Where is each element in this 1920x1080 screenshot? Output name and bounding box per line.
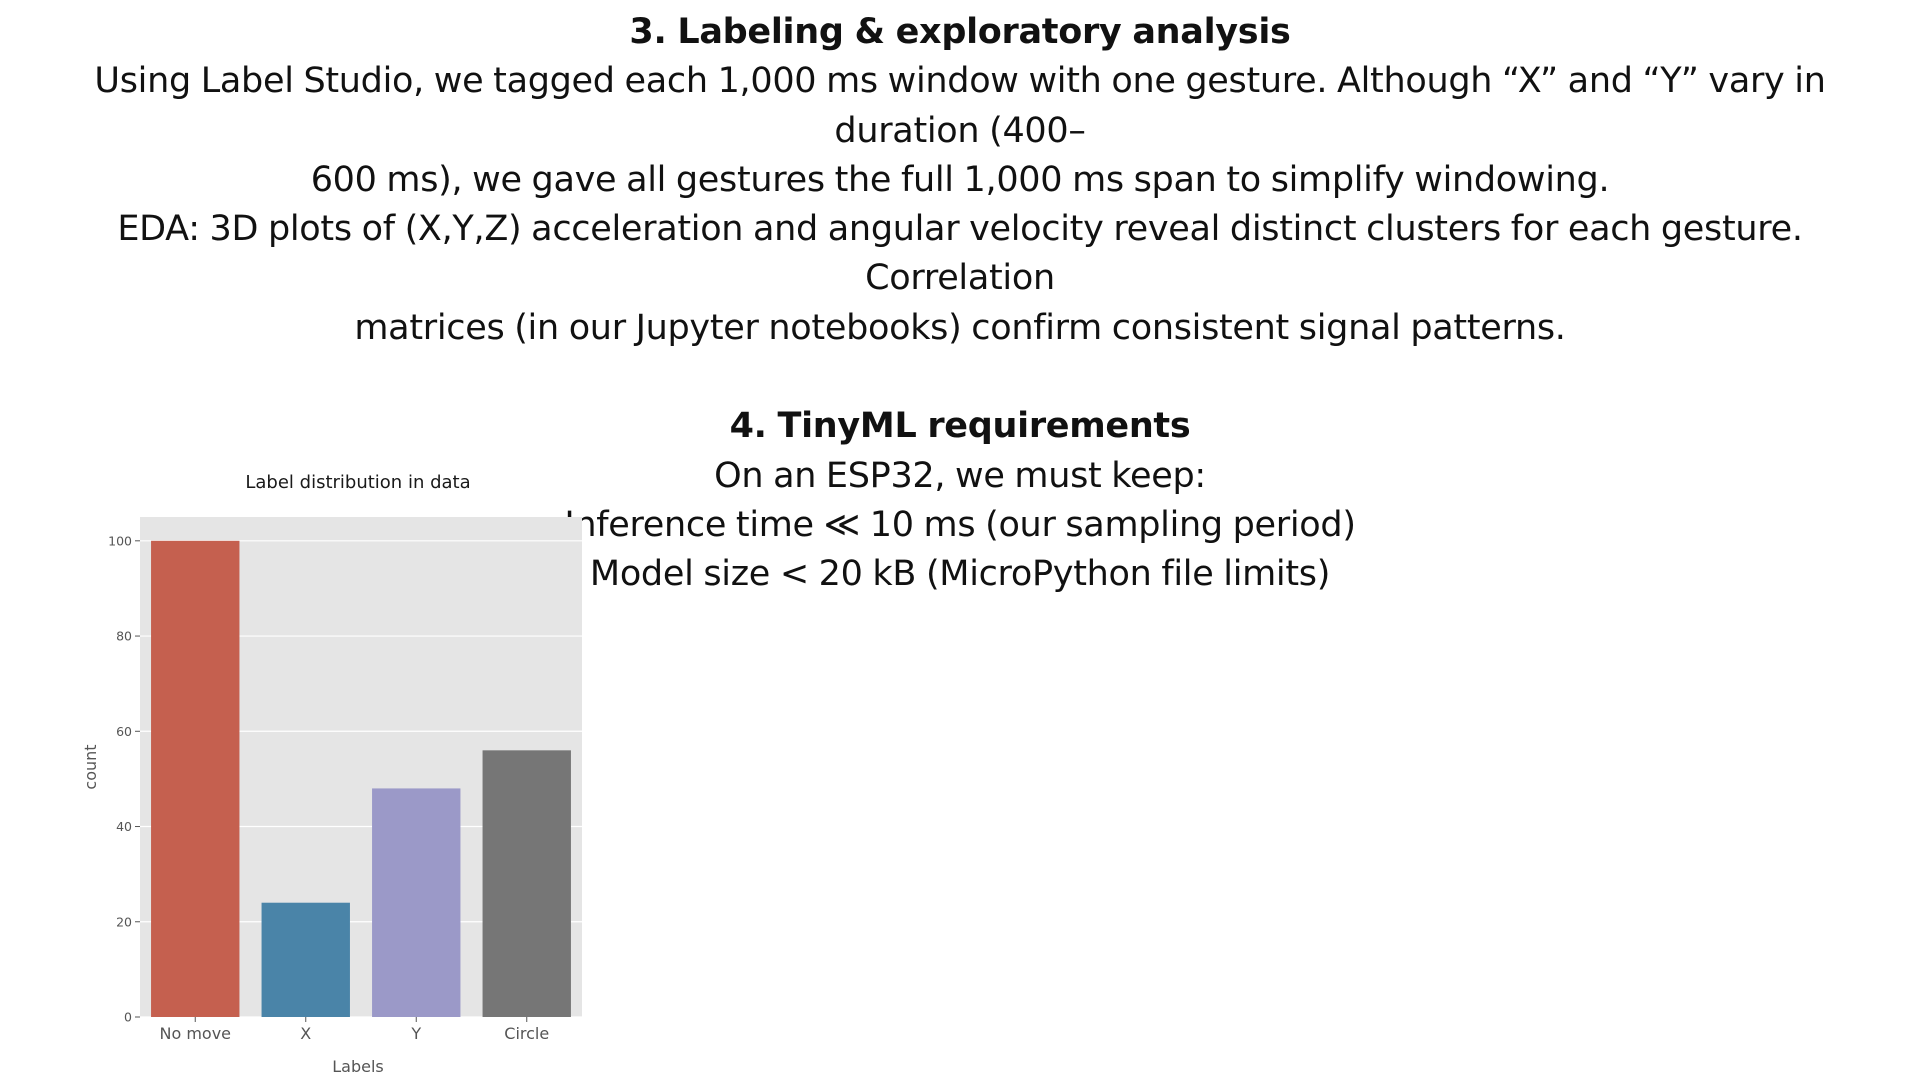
section3-line: matrices (in our Jupyter notebooks) conf… xyxy=(354,307,1566,348)
slide-text: 3. Labeling & exploratory analysis Using… xyxy=(40,8,1880,600)
bar-circle xyxy=(482,750,571,1017)
y-tick-label: 80 xyxy=(116,629,132,644)
bar-x xyxy=(261,902,350,1017)
label-distribution-chart: Label distribution in data 0 20 40 60 80 100 … xyxy=(70,462,600,1080)
x-tick-label: No move xyxy=(159,1024,231,1043)
section4-line: Model size < 20 kB (MicroPython file lim… xyxy=(589,554,1331,595)
bar-y xyxy=(372,788,461,1017)
x-tick-label: Y xyxy=(410,1024,421,1043)
section3-heading: 3. Labeling & exploratory analysis xyxy=(629,12,1291,52)
y-axis: 0 20 40 60 80 100 xyxy=(108,533,140,1025)
x-tick-label: X xyxy=(300,1024,311,1043)
y-tick-label: 100 xyxy=(108,533,132,548)
chart-title: Label distribution in data xyxy=(245,472,470,493)
section3-line: EDA: 3D plots of (X,Y,Z) acceleration an… xyxy=(117,209,1803,299)
bar-layer xyxy=(151,540,571,1017)
section3-line: Using Label Studio, we tagged each 1,000… xyxy=(94,61,1826,151)
x-tick-label: Circle xyxy=(504,1024,549,1043)
y-tick-label: 20 xyxy=(116,914,132,929)
y-tick-label: 0 xyxy=(124,1010,132,1025)
chart-svg: Label distribution in data 020406080100 … xyxy=(81,472,582,1076)
y-tick-label: 60 xyxy=(116,724,132,739)
bar-no-move xyxy=(151,540,240,1017)
x-axis: No move X Y Circle xyxy=(159,1017,549,1043)
x-axis-label: Labels xyxy=(332,1057,384,1076)
y-tick-label: 40 xyxy=(116,819,132,834)
y-axis-label: count xyxy=(81,744,100,789)
section-spacer xyxy=(40,353,1880,402)
section3-line: 600 ms), we gave all gestures the full 1… xyxy=(310,159,1610,200)
section4-heading: 4. TinyML requirements xyxy=(729,406,1191,447)
section4-line: On an ESP32, we must keep: xyxy=(714,455,1206,496)
section4-line: Inference time ≪ 10 ms (our sampling per… xyxy=(564,504,1356,545)
